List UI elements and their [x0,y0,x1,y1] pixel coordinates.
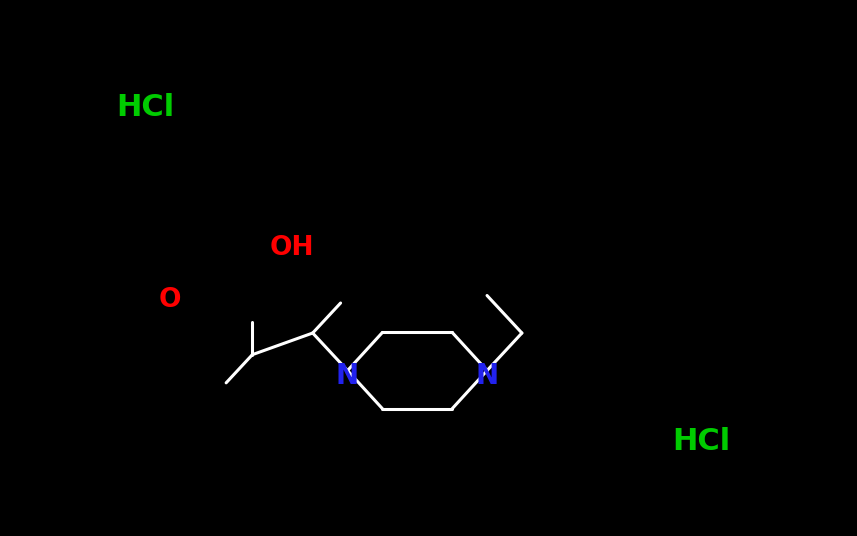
Text: HCl: HCl [673,427,731,457]
Text: O: O [159,287,182,314]
Text: HCl: HCl [117,93,175,122]
Text: OH: OH [269,235,314,261]
Text: N: N [336,362,359,390]
Text: N: N [476,362,499,390]
